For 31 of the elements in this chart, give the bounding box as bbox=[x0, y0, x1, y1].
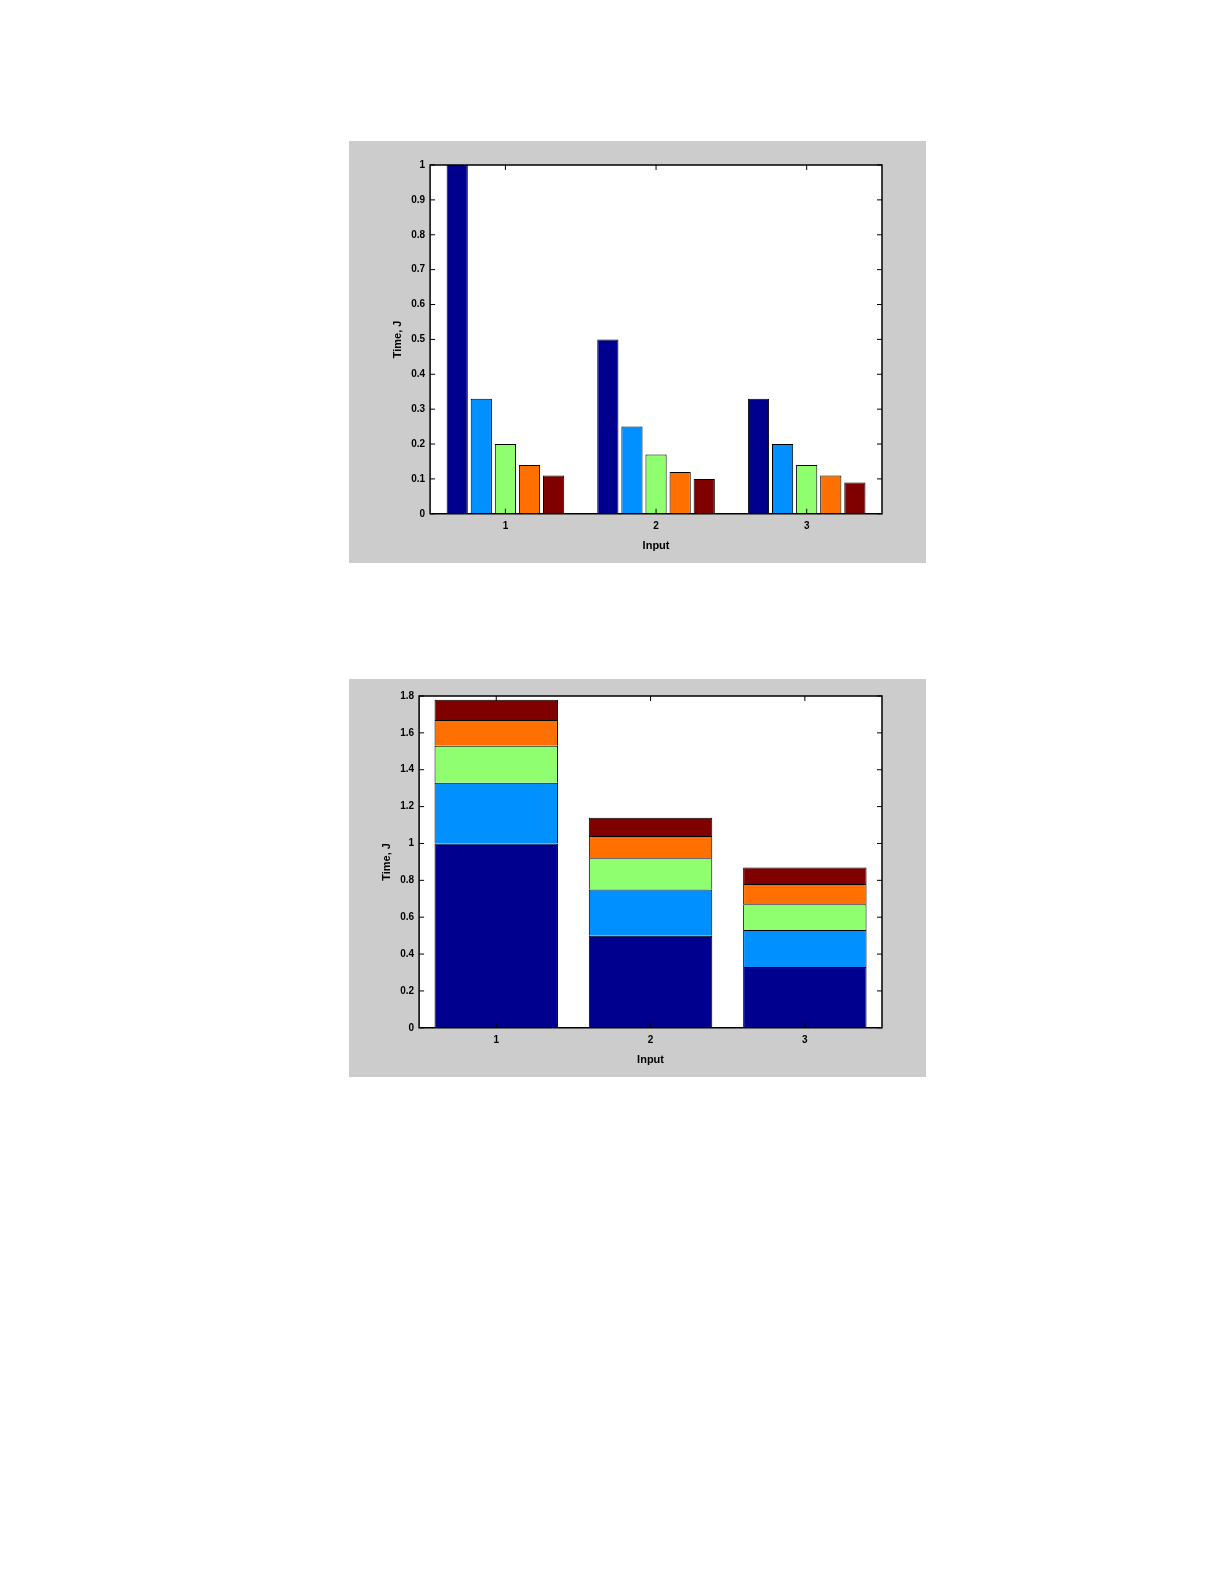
y-tick-label: 0 bbox=[419, 507, 426, 519]
x-tick-label: 2 bbox=[647, 1033, 654, 1045]
y-tick-label: 0.1 bbox=[411, 472, 426, 484]
x-axis-title: Input bbox=[637, 1053, 665, 1066]
y-tick-label: 1.4 bbox=[400, 763, 415, 775]
x-tick-label: 1 bbox=[493, 1033, 500, 1045]
y-tick-label: 0.9 bbox=[411, 193, 426, 205]
y-tick-label: 0.2 bbox=[411, 437, 426, 449]
y-tick-label: 0.6 bbox=[400, 910, 415, 922]
y-tick-label: 0.6 bbox=[411, 298, 426, 310]
y-tick-label: 0.3 bbox=[411, 402, 426, 414]
y-tick-label: 0.8 bbox=[411, 228, 426, 240]
y-tick-label: 0 bbox=[408, 1021, 415, 1033]
y-axis-title: Time, J bbox=[390, 320, 403, 359]
y-axis-title: Time, J bbox=[379, 843, 392, 881]
y-tick-label: 1.8 bbox=[400, 689, 415, 701]
y-tick-label: 0.2 bbox=[400, 984, 415, 996]
x-tick-label: 1 bbox=[502, 519, 509, 531]
x-axis-title: Input bbox=[642, 539, 670, 552]
x-tick-label: 3 bbox=[803, 519, 810, 531]
y-tick-label: 0.5 bbox=[411, 333, 426, 345]
y-tick-label: 0.8 bbox=[400, 874, 415, 886]
y-tick-label: 0.4 bbox=[411, 368, 426, 380]
y-tick-label: 1 bbox=[408, 837, 415, 849]
y-tick-label: 1.6 bbox=[400, 726, 415, 738]
x-tick-label: 2 bbox=[653, 519, 660, 531]
y-tick-label: 0.4 bbox=[400, 947, 415, 959]
x-tick-label: 3 bbox=[802, 1033, 809, 1045]
y-tick-label: 1 bbox=[419, 158, 426, 170]
y-tick-label: 1.2 bbox=[400, 800, 415, 812]
y-tick-label: 0.7 bbox=[411, 263, 426, 275]
